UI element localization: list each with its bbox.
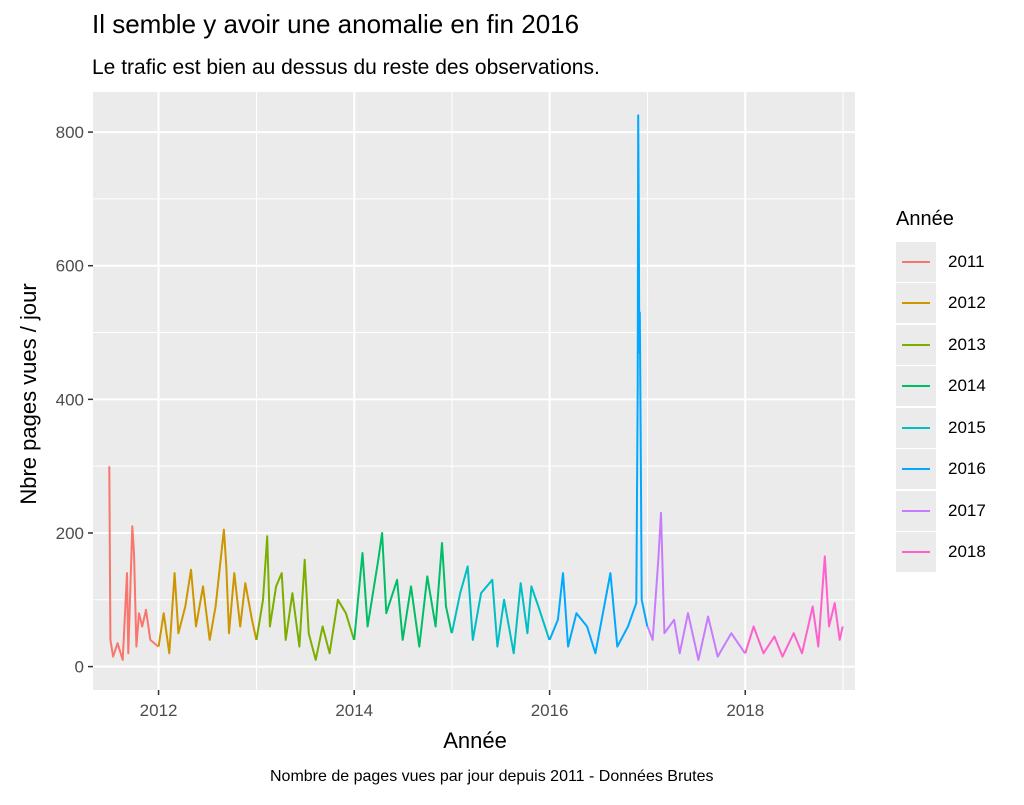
legend-item-2014: 2014 [896,366,986,408]
x-tick-label: 2014 [335,701,373,720]
x-tick-label: 2018 [726,701,764,720]
series-line-2012 [157,528,258,655]
legend-key [896,241,936,282]
legend-swatch [902,302,930,305]
legend-label: 2013 [948,334,986,354]
legend-key [896,283,936,324]
legend-label: 2018 [948,542,986,562]
legend-item-2016: 2016 [896,449,986,491]
legend-label: 2014 [948,376,986,396]
chart-subtitle: Le trafic est bien au dessus du reste de… [92,56,600,79]
x-tick-label: 2012 [140,701,178,720]
legend-swatch [902,343,930,346]
legend-key [896,366,936,407]
series-line-2011 [108,466,159,661]
y-tick-label: 600 [56,257,84,276]
series-line-2015 [450,565,551,655]
grid-minor [93,92,855,690]
legend: Année 2011 2012 2013 2014 2015 2016 2017 2018 [896,208,986,573]
legend-key [896,532,936,573]
legend-swatch [902,260,930,263]
chart-caption: Nombre de pages vues par jour depuis 201… [270,768,714,785]
y-axis-label: Nbre pages vues / jour [16,283,41,505]
series-line-2013 [255,535,355,661]
legend-item-2012: 2012 [896,283,986,325]
legend-items: 2011 2012 2013 2014 2015 2016 2017 2018 [896,241,986,573]
y-tick-label: 400 [56,390,84,409]
y-tick-label: 800 [56,123,84,142]
legend-key [896,449,936,490]
legend-swatch [902,509,930,512]
grid-major [93,92,855,690]
legend-swatch [902,551,930,554]
legend-item-2017: 2017 [896,490,986,532]
x-axis-label: Année [443,728,507,753]
legend-item-2018: 2018 [896,532,986,574]
series-line-2017 [646,511,746,661]
legend-label: 2015 [948,417,986,437]
series-line-2018 [744,555,844,658]
legend-item-2011: 2011 [896,241,986,283]
y-tick-label: 200 [56,524,84,543]
legend-swatch [902,385,930,388]
chart-title: Il semble y avoir une anomalie en fin 20… [92,9,580,39]
x-tick-label: 2016 [531,701,569,720]
legend-item-2015: 2015 [896,407,986,449]
legend-label: 2011 [948,251,985,271]
series-line-2014 [353,532,453,648]
series-line-2016 [548,114,649,655]
y-tick-label: 0 [75,658,84,677]
legend-title: Année [896,208,954,230]
legend-key [896,407,936,448]
legend-key [896,490,936,531]
axes: 0 200 400 600 800 2012 2014 2016 2018 [56,123,765,720]
legend-label: 2012 [948,293,986,313]
legend-key [896,324,936,365]
legend-label: 2017 [948,500,986,520]
legend-item-2013: 2013 [896,324,986,366]
legend-swatch [902,468,930,471]
series-lines [108,114,844,661]
legend-label: 2016 [948,459,986,479]
legend-swatch [902,426,930,429]
plot-panel [93,92,855,690]
